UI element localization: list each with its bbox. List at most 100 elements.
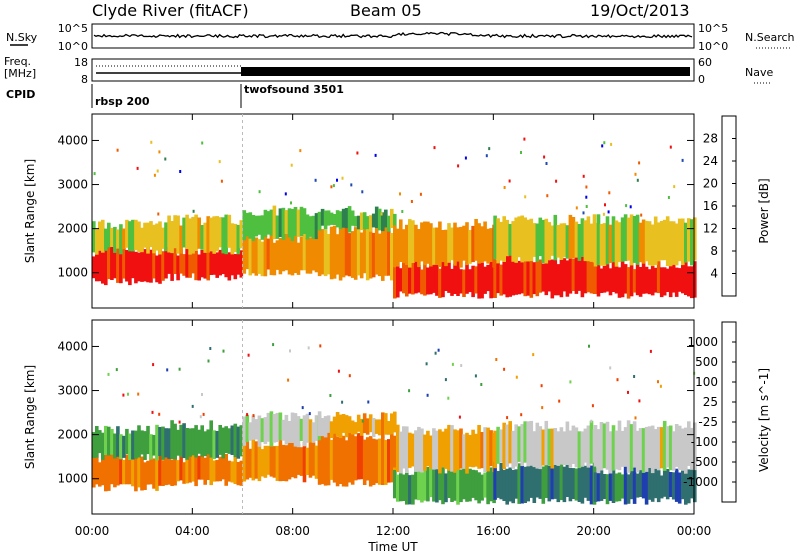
- data-band-strip: [245, 212, 250, 237]
- data-band-strip: [173, 248, 177, 274]
- data-band-strip: [158, 221, 162, 255]
- data-band-strip: [209, 455, 213, 486]
- data-band-strip: [429, 260, 433, 295]
- data-scatter-point: [356, 151, 359, 155]
- data-scatter-point: [127, 392, 129, 396]
- data-band-strip: [314, 213, 319, 240]
- data-band-strip: [547, 222, 552, 260]
- data-band-strip: [596, 467, 601, 502]
- data-band-strip: [477, 223, 481, 264]
- data-band-strip: [602, 223, 607, 266]
- data-band-strip: [529, 255, 534, 298]
- data-band-strip: [290, 412, 295, 443]
- data-band-strip: [230, 461, 235, 483]
- data-band-strip: [602, 474, 607, 499]
- data-band-strip: [317, 213, 322, 231]
- data-band-strip: [314, 415, 319, 441]
- data-band-strip: [411, 474, 415, 505]
- date-title: 19/Oct/2013: [590, 1, 690, 20]
- data-scatter-point: [137, 392, 140, 396]
- data-band-strip: [674, 223, 679, 266]
- data-band-strip: [356, 215, 361, 230]
- data-band-strip: [185, 245, 189, 278]
- data-band-strip: [191, 247, 195, 274]
- x-tick-label: 12:00: [376, 524, 411, 538]
- data-band-strip: [553, 460, 558, 499]
- x-tick-label: 04:00: [175, 524, 210, 538]
- data-band-strip: [483, 472, 487, 498]
- data-band-strip: [188, 251, 192, 278]
- data-band-strip: [365, 437, 370, 481]
- data-band-strip: [477, 425, 481, 469]
- data-band-strip: [377, 419, 382, 436]
- data-band-strip: [384, 439, 388, 485]
- data-band-strip: [447, 258, 451, 293]
- noise-right-tick-bottom: 10^0: [698, 40, 728, 53]
- data-band-strip: [104, 425, 108, 455]
- data-band-strip: [571, 468, 576, 499]
- noise-right-label: N.Search: [745, 31, 795, 44]
- data-band-strip: [544, 218, 549, 264]
- data-band-strip: [98, 430, 102, 454]
- noise-left-label: N.Sky: [6, 31, 38, 44]
- data-band-strip: [517, 426, 521, 462]
- data-band-strip: [266, 238, 271, 270]
- data-band-strip: [194, 425, 198, 458]
- data-band-strip: [203, 431, 207, 457]
- data-scatter-point: [488, 147, 491, 151]
- data-band-strip: [656, 222, 661, 262]
- data-band-strip: [441, 431, 445, 468]
- data-band-strip: [92, 452, 96, 488]
- data-scatter-point: [657, 380, 659, 384]
- data-band-strip: [365, 216, 370, 230]
- data-band-strip: [182, 217, 186, 248]
- data-band-strip: [565, 260, 570, 297]
- data-band-strip: [614, 473, 619, 502]
- data-band-strip: [272, 242, 277, 276]
- data-band-strip: [668, 425, 673, 471]
- data-band-strip: [146, 425, 150, 455]
- data-band-strip: [122, 460, 126, 485]
- data-scatter-point: [582, 174, 585, 178]
- data-band-strip: [221, 451, 225, 480]
- data-band-strip: [471, 225, 475, 263]
- data-band-strip: [278, 439, 283, 482]
- data-band-strip: [257, 437, 262, 482]
- data-band-strip: [538, 467, 543, 499]
- data-band-strip: [314, 236, 319, 273]
- data-band-strip: [341, 208, 346, 228]
- data-band-strip: [224, 214, 228, 255]
- data-scatter-point: [153, 173, 156, 177]
- data-band-strip: [161, 460, 165, 486]
- data-band-strip: [444, 428, 448, 469]
- data-scatter-point: [380, 212, 383, 216]
- data-band-strip: [644, 426, 649, 472]
- data-band-strip: [362, 413, 367, 434]
- data-band-strip: [393, 435, 397, 468]
- data-scatter-point: [508, 179, 511, 183]
- data-band-strip: [529, 460, 534, 498]
- data-band-strip: [350, 231, 355, 278]
- data-band-strip: [480, 226, 484, 263]
- data-band-strip: [638, 428, 643, 471]
- colorbar-tick-label: 16: [703, 199, 718, 213]
- data-band-strip: [179, 455, 183, 481]
- data-band-strip: [374, 439, 379, 484]
- data-scatter-point: [520, 413, 523, 417]
- data-band-strip: [432, 464, 436, 502]
- data-band-strip: [233, 452, 238, 484]
- data-scatter-point: [246, 413, 249, 417]
- data-band-strip: [626, 267, 631, 299]
- data-band-strip: [508, 223, 512, 256]
- x-tick-label: 00:00: [75, 524, 110, 538]
- x-tick-labels: 00:00 04:00 08:00 12:00 16:00 20:00 00:00: [75, 524, 712, 538]
- data-band-strip: [341, 223, 346, 278]
- data-band-strip: [499, 221, 503, 261]
- data-band-strip: [496, 218, 500, 264]
- data-band-strip: [387, 439, 391, 483]
- data-band-strip: [505, 219, 509, 257]
- data-band-strip: [254, 419, 259, 440]
- data-scatter-point: [610, 142, 613, 146]
- data-band-strip: [508, 421, 512, 464]
- data-band-strip: [496, 471, 500, 498]
